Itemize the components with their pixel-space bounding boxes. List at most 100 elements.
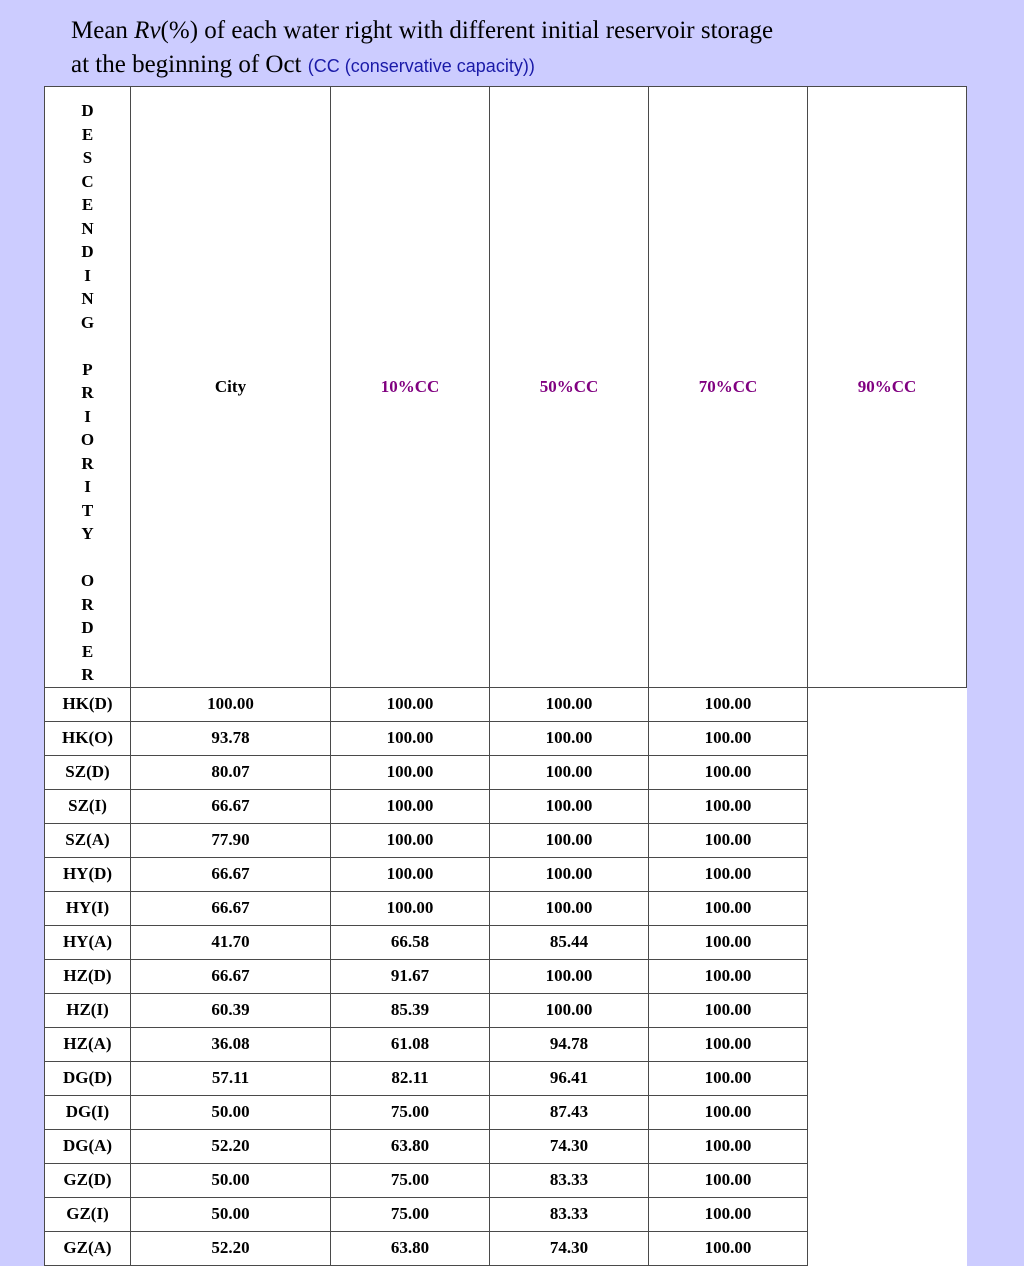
value-50cc-cell: 100.00 <box>330 754 490 790</box>
table-row: DG(D) 57.11 82.11 96.41 100.00 <box>44 1060 967 1096</box>
value-50cc-cell: 100.00 <box>330 822 490 858</box>
column-header-90cc: 90%CC <box>807 86 967 688</box>
value-10cc-cell: 80.07 <box>130 754 331 790</box>
table-row: SZ(A) 77.90 100.00 100.00 100.00 <box>44 822 967 858</box>
value-50cc-cell: 100.00 <box>330 720 490 756</box>
city-cell: DG(I) <box>44 1094 131 1130</box>
priority-order-letter: R <box>81 383 94 402</box>
value-70cc-cell: 100.00 <box>489 720 649 756</box>
value-50cc-cell: 100.00 <box>330 890 490 926</box>
priority-order-letter: S <box>82 148 93 167</box>
value-10cc-cell: 66.67 <box>130 788 331 824</box>
priority-order-letter: C <box>81 171 94 191</box>
value-50cc-cell: 100.00 <box>330 686 490 722</box>
value-70cc-cell: 100.00 <box>489 754 649 790</box>
value-50cc-cell: 66.58 <box>330 924 490 960</box>
city-cell: GZ(I) <box>44 1196 131 1232</box>
value-90cc-cell: 100.00 <box>648 1162 808 1198</box>
value-10cc-cell: 52.20 <box>130 1128 331 1164</box>
priority-order-letter: R <box>81 594 94 614</box>
value-90cc-cell: 100.00 <box>648 788 808 824</box>
value-50cc-cell: 100.00 <box>330 856 490 892</box>
priority-order-letter: R <box>81 453 94 473</box>
value-10cc-cell: 52.20 <box>130 1230 331 1266</box>
value-70cc-cell: 100.00 <box>489 992 649 1028</box>
value-90cc-cell: 100.00 <box>648 958 808 994</box>
value-10cc-cell: 50.00 <box>130 1162 331 1198</box>
value-50cc-cell: 61.08 <box>330 1026 490 1062</box>
value-10cc-cell: 50.00 <box>130 1094 331 1130</box>
value-90cc-cell: 100.00 <box>648 754 808 790</box>
value-70cc-cell: 74.30 <box>489 1230 649 1266</box>
column-header-50cc: 50%CC <box>489 86 649 688</box>
priority-order-letter: I <box>84 406 91 426</box>
value-70cc-cell: 87.43 <box>489 1094 649 1130</box>
city-cell: HK(D) <box>44 686 131 722</box>
value-10cc-cell: 66.67 <box>130 890 331 926</box>
priority-order-letter <box>45 334 130 358</box>
table-row: GZ(I) 50.00 75.00 83.33 100.00 <box>44 1196 967 1232</box>
value-90cc-cell: 100.00 <box>648 890 808 926</box>
value-10cc-cell: 60.39 <box>130 992 331 1028</box>
value-10cc-cell: 36.08 <box>130 1026 331 1062</box>
value-10cc-cell: 57.11 <box>130 1060 331 1096</box>
value-50cc-cell: 75.00 <box>330 1196 490 1232</box>
title-variable: Rv <box>134 17 161 44</box>
slide-title: Mean Rv(%) of each water right with diff… <box>71 14 1011 83</box>
value-70cc-cell: 100.00 <box>489 822 649 858</box>
value-90cc-cell: 100.00 <box>648 1060 808 1096</box>
value-90cc-cell: 100.00 <box>648 856 808 892</box>
priority-order-letter <box>45 546 130 570</box>
value-10cc-cell: 66.67 <box>130 856 331 892</box>
value-90cc-cell: 100.00 <box>648 822 808 858</box>
table-row: DG(I) 50.00 75.00 87.43 100.00 <box>44 1094 967 1130</box>
value-50cc-cell: 63.80 <box>330 1128 490 1164</box>
city-cell: HK(O) <box>44 720 131 756</box>
city-cell: HY(I) <box>44 890 131 926</box>
title-line2-text: at the beginning of Oct <box>71 51 308 78</box>
priority-order-letter: D <box>81 618 94 637</box>
table-row: HY(I) 66.67 100.00 100.00 100.00 <box>44 890 967 926</box>
table-row: HZ(A) 36.08 61.08 94.78 100.00 <box>44 1026 967 1062</box>
priority-order-letter: R <box>81 665 94 684</box>
value-50cc-cell: 91.67 <box>330 958 490 994</box>
value-70cc-cell: 100.00 <box>489 788 649 824</box>
priority-order-letter: G <box>80 312 95 332</box>
title-line-2: at the beginning of Oct (CC (conservativ… <box>71 48 1011 83</box>
value-10cc-cell: 77.90 <box>130 822 331 858</box>
value-70cc-cell: 96.41 <box>489 1060 649 1096</box>
priority-order-letter: E <box>81 195 94 214</box>
value-70cc-cell: 100.00 <box>489 958 649 994</box>
city-cell: SZ(D) <box>44 754 131 790</box>
value-70cc-cell: 100.00 <box>489 890 649 926</box>
value-70cc-cell: 85.44 <box>489 924 649 960</box>
table-row: HK(D) 100.00 100.00 100.00 100.00 <box>44 686 967 722</box>
column-header-10cc: 10%CC <box>330 86 490 688</box>
value-90cc-cell: 100.00 <box>648 1094 808 1130</box>
value-10cc-cell: 100.00 <box>130 686 331 722</box>
title-line-1: Mean Rv(%) of each water right with diff… <box>71 14 1011 48</box>
priority-order-letter: Y <box>81 524 94 543</box>
city-cell: SZ(I) <box>44 788 131 824</box>
priority-order-letter: D <box>81 101 94 120</box>
city-cell: GZ(A) <box>44 1230 131 1266</box>
table-row: GZ(D) 50.00 75.00 83.33 100.00 <box>44 1162 967 1198</box>
table-row: GZ(A) 52.20 63.80 74.30 100.00 <box>44 1230 967 1266</box>
city-cell: HY(D) <box>44 856 131 892</box>
value-50cc-cell: 85.39 <box>330 992 490 1028</box>
city-cell: HY(A) <box>44 924 131 960</box>
priority-order-letter: E <box>81 124 94 144</box>
priority-order-letter: D <box>81 242 94 261</box>
table-row: HK(O) 93.78 100.00 100.00 100.00 <box>44 720 967 756</box>
title-text-prefix: Mean <box>71 17 135 44</box>
table-row: HY(D) 66.67 100.00 100.00 100.00 <box>44 856 967 892</box>
city-cell: GZ(D) <box>44 1162 131 1198</box>
city-cell: HZ(A) <box>44 1026 131 1062</box>
value-10cc-cell: 41.70 <box>130 924 331 960</box>
value-50cc-cell: 75.00 <box>330 1162 490 1198</box>
table-row: SZ(I) 66.67 100.00 100.00 100.00 <box>44 788 967 824</box>
city-cell: DG(D) <box>44 1060 131 1096</box>
